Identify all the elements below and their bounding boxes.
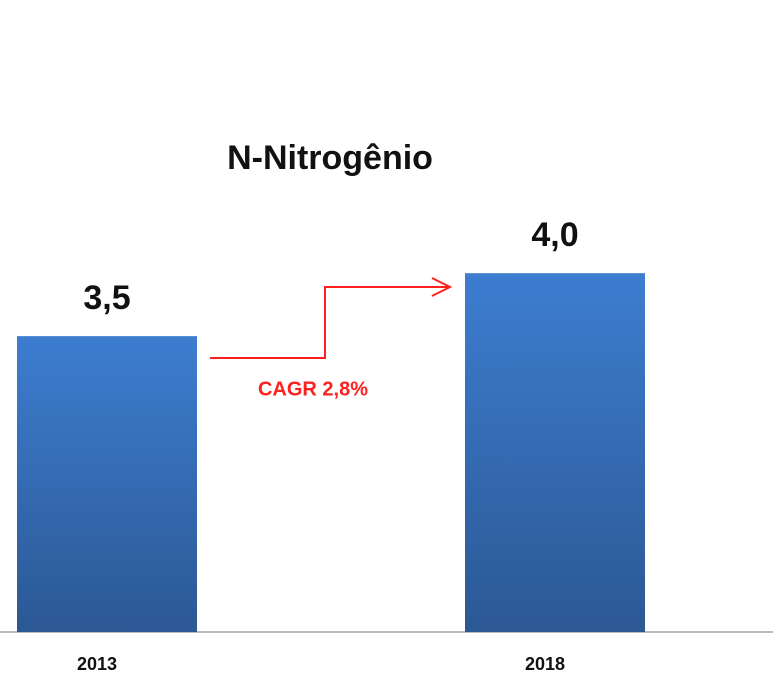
arrow-head [431,277,453,297]
value-label: 4,0 [531,216,578,254]
chart-title: N-Nitrogênio [227,139,433,177]
value-label: 3,5 [83,279,130,317]
cagr-annotation: CAGR 2,8% [258,378,368,400]
cagr-arrow [210,286,448,359]
bar [465,273,645,632]
bar [17,336,197,632]
x-tick-label: 2013 [77,654,117,674]
x-tick-label: 2018 [525,654,565,674]
